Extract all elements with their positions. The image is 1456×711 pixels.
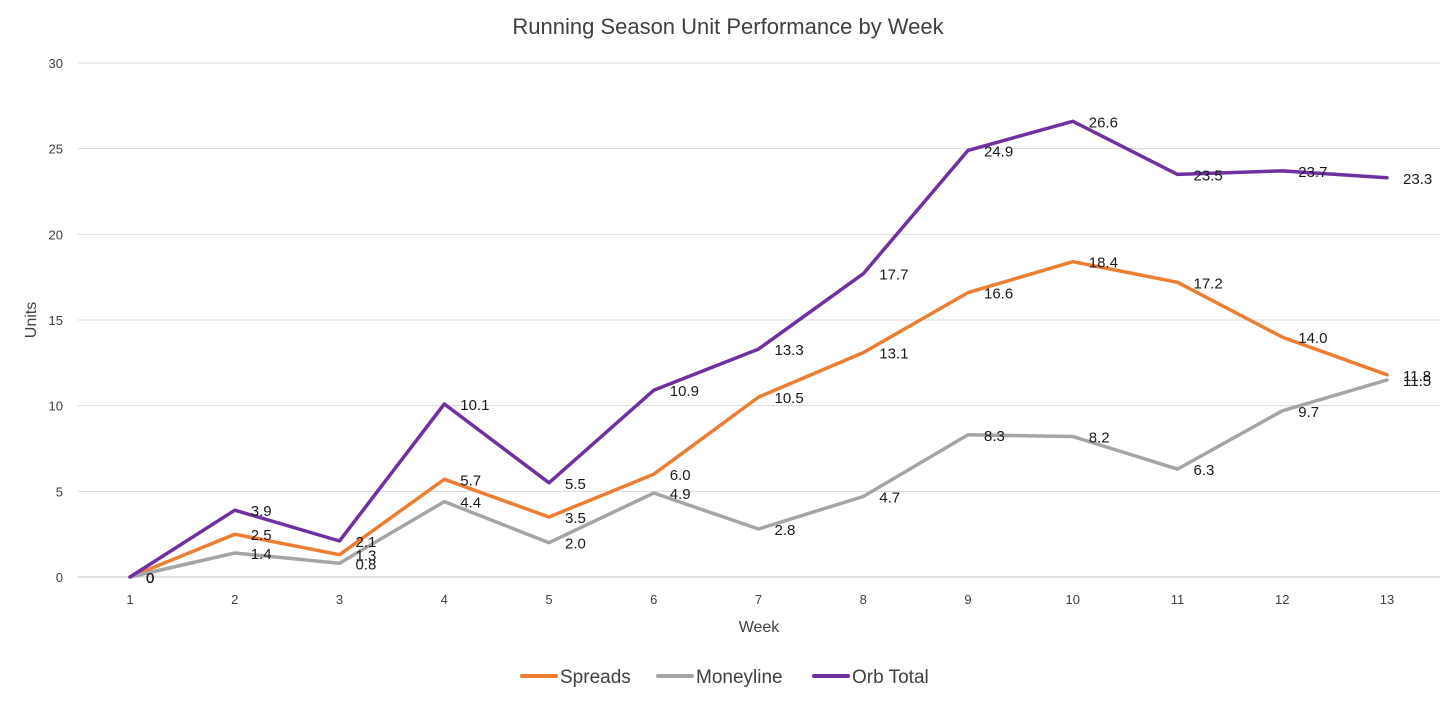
data-label: 3.5	[565, 510, 586, 527]
x-axis-ticks: 1 2 3 4 5 6 7 8 9 10 11 12 13	[126, 592, 1394, 607]
legend-item-moneyline: Moneyline	[656, 667, 783, 688]
data-label: 2.0	[565, 536, 586, 553]
legend: Spreads Moneyline Orb Total	[520, 667, 929, 688]
data-label: 23.7	[1298, 164, 1327, 181]
y-tick-label: 20	[49, 227, 63, 242]
series-lines	[128, 119, 1389, 579]
data-label: 4.9	[670, 486, 691, 503]
x-tick-label: 7	[755, 592, 762, 607]
y-tick-label: 15	[49, 313, 63, 328]
x-tick-label: 8	[860, 592, 867, 607]
data-label: 0.8	[356, 556, 377, 573]
y-tick-label: 10	[49, 399, 63, 414]
series-line-spreads	[128, 259, 1389, 579]
y-axis-ticks: 0 5 10 15 20 25 30	[49, 56, 63, 585]
data-label: 1.3	[356, 548, 377, 565]
data-labels: 0 2.5 1.3 5.7 3.5 6.0 10.5 13.1 16.6 18.4 17.2 14.0…	[146, 114, 1432, 587]
x-tick-label: 3	[336, 592, 343, 607]
data-label: 6.3	[1194, 462, 1215, 479]
data-label: 9.7	[1298, 404, 1319, 421]
data-label: 6.0	[670, 467, 691, 484]
legend-item-spreads: Spreads	[520, 667, 631, 688]
chart-title: Running Season Unit Performance by Week	[512, 14, 944, 39]
x-tick-label: 9	[964, 592, 971, 607]
x-tick-label: 10	[1066, 592, 1080, 607]
data-label: 23.3	[1403, 171, 1432, 188]
data-label: 24.9	[984, 143, 1013, 160]
y-tick-label: 30	[49, 56, 63, 71]
data-label: 5.7	[460, 472, 481, 489]
data-label: 10.9	[670, 383, 699, 400]
data-label: 4.7	[879, 489, 900, 506]
data-label: 2.1	[356, 534, 377, 551]
legend-label: Moneyline	[696, 667, 783, 688]
legend-label: Orb Total	[852, 667, 929, 688]
x-tick-label: 1	[126, 592, 133, 607]
legend-label: Spreads	[560, 667, 631, 688]
y-axis-title: Units	[23, 302, 40, 338]
x-axis-title: Week	[739, 619, 781, 636]
series-line-moneyline	[128, 378, 1389, 579]
legend-item-orb-total: Orb Total	[812, 667, 929, 688]
data-label: 2.5	[251, 527, 272, 544]
data-label: 10.1	[460, 397, 489, 414]
y-tick-label: 25	[49, 142, 63, 157]
data-label: 13.3	[775, 342, 804, 359]
data-label: 10.5	[775, 390, 804, 407]
data-label: 14.0	[1298, 330, 1327, 347]
data-label: 23.5	[1194, 167, 1223, 184]
data-label: 1.4	[251, 546, 272, 563]
data-label: 8.2	[1089, 430, 1110, 447]
data-label: 18.4	[1089, 255, 1118, 272]
data-label: 3.9	[251, 503, 272, 520]
data-label: 11.8	[1403, 368, 1431, 385]
data-label: 13.1	[879, 346, 908, 363]
x-tick-label: 4	[441, 592, 448, 607]
data-label: 11.5	[1403, 373, 1431, 390]
data-label: 0	[146, 570, 154, 587]
data-label: 17.2	[1194, 275, 1223, 292]
data-label: 16.6	[984, 286, 1013, 303]
x-tick-label: 13	[1380, 592, 1394, 607]
data-label: 26.6	[1089, 114, 1118, 131]
data-label: 2.8	[775, 522, 796, 539]
data-label: 5.5	[565, 476, 586, 493]
gridlines	[78, 62, 1440, 578]
x-tick-label: 6	[650, 592, 657, 607]
y-tick-label: 0	[56, 570, 63, 585]
x-tick-label: 5	[545, 592, 552, 607]
data-label: 0	[146, 570, 154, 587]
y-tick-label: 5	[56, 484, 63, 499]
series-line-orb-total	[128, 119, 1389, 579]
x-tick-label: 12	[1275, 592, 1289, 607]
x-tick-label: 2	[231, 592, 238, 607]
data-label: 4.4	[460, 495, 481, 512]
data-label: 17.7	[879, 267, 908, 284]
x-tick-label: 11	[1171, 592, 1185, 607]
data-label: 0	[146, 570, 154, 587]
data-label: 8.3	[984, 428, 1005, 445]
